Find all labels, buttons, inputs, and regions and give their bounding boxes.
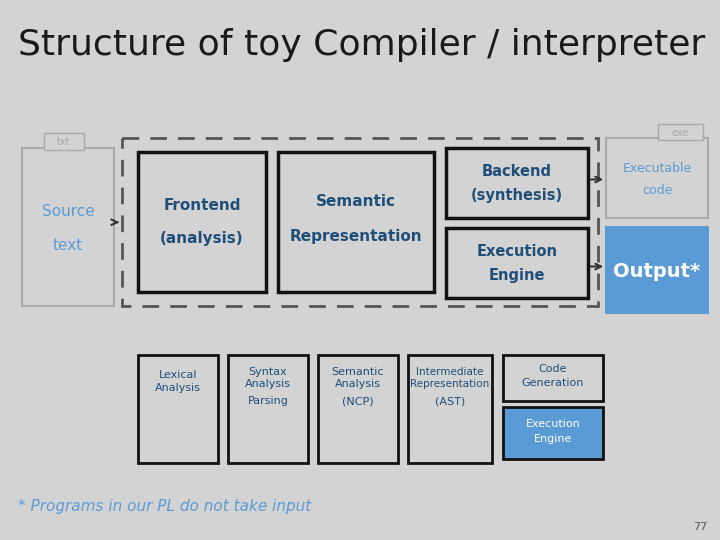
Text: Analysis: Analysis xyxy=(245,379,291,389)
Text: Semantic: Semantic xyxy=(332,367,384,377)
Bar xyxy=(606,138,708,218)
Text: Code: Code xyxy=(539,364,567,374)
Text: * Programs in our PL do not take input: * Programs in our PL do not take input xyxy=(18,498,311,514)
Bar xyxy=(44,133,84,150)
Text: Analysis: Analysis xyxy=(335,379,381,389)
Bar xyxy=(658,124,703,140)
Bar xyxy=(503,407,603,459)
Text: (analysis): (analysis) xyxy=(160,231,244,246)
Bar xyxy=(138,152,266,292)
Bar xyxy=(138,355,218,463)
Text: Representation: Representation xyxy=(289,228,423,244)
Text: (AST): (AST) xyxy=(435,396,465,406)
Text: Lexical: Lexical xyxy=(158,370,197,380)
Text: Executable: Executable xyxy=(622,162,692,175)
Text: Execution: Execution xyxy=(477,244,557,259)
Text: Generation: Generation xyxy=(522,378,584,388)
Text: Backend: Backend xyxy=(482,164,552,179)
Text: Execution: Execution xyxy=(526,419,580,429)
Text: 77: 77 xyxy=(693,522,707,532)
Text: Engine: Engine xyxy=(489,268,545,283)
Text: Semantic: Semantic xyxy=(316,193,396,208)
Bar xyxy=(278,152,434,292)
Bar xyxy=(446,148,588,218)
Text: Representation: Representation xyxy=(410,379,490,389)
Text: Structure of toy Compiler / interpreter: Structure of toy Compiler / interpreter xyxy=(18,28,706,62)
Text: Frontend: Frontend xyxy=(163,198,240,213)
Bar xyxy=(122,138,598,306)
Text: exe: exe xyxy=(672,127,689,138)
Bar xyxy=(446,228,588,298)
Text: Parsing: Parsing xyxy=(248,396,289,406)
Text: code: code xyxy=(642,184,672,197)
Text: Engine: Engine xyxy=(534,434,572,444)
Bar xyxy=(605,226,709,314)
Bar xyxy=(318,355,398,463)
Text: (NCP): (NCP) xyxy=(342,396,374,406)
Text: Output*: Output* xyxy=(613,262,701,281)
Text: text: text xyxy=(53,239,83,253)
Text: Analysis: Analysis xyxy=(155,383,201,393)
Text: Syntax: Syntax xyxy=(248,367,287,377)
Text: (synthesis): (synthesis) xyxy=(471,188,563,203)
Bar xyxy=(408,355,492,463)
Text: txt: txt xyxy=(58,137,71,147)
Bar xyxy=(503,355,603,401)
Bar xyxy=(22,148,114,306)
Text: Intermediate: Intermediate xyxy=(416,367,484,377)
Text: Source: Source xyxy=(42,204,94,219)
Bar xyxy=(228,355,308,463)
